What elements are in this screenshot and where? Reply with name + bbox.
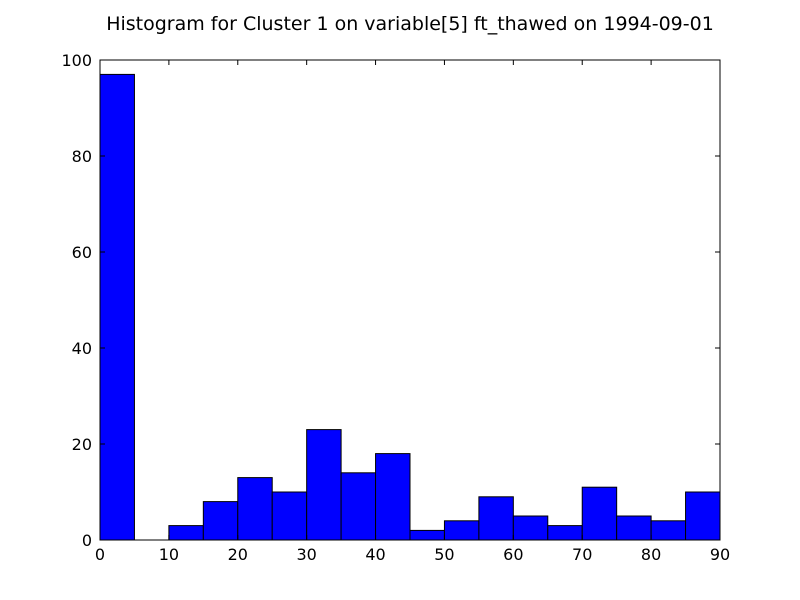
x-tick-label: 0 [95, 545, 105, 564]
histogram-bar [650, 520, 687, 541]
x-tick-label: 70 [572, 545, 592, 564]
y-tick-label: 80 [72, 147, 92, 166]
y-tick-labels: 0 20 40 60 80 100 [61, 51, 92, 550]
plot-frame [99, 59, 721, 541]
x-tick-labels: 0 10 20 30 40 50 60 70 80 90 [95, 545, 730, 564]
x-tick-label: 60 [503, 545, 523, 564]
histogram-bar [237, 477, 273, 541]
histogram-bar [99, 73, 135, 541]
histogram-bar [478, 496, 514, 541]
histogram-bar [306, 429, 342, 541]
histogram-bar [340, 472, 377, 541]
x-tick-label: 10 [159, 545, 179, 564]
y-tick-label: 0 [82, 531, 92, 550]
histogram-bar [616, 515, 652, 541]
x-tick-label: 50 [434, 545, 454, 564]
histogram-bar [202, 501, 239, 541]
x-tick-label: 30 [296, 545, 316, 564]
y-tick-label: 100 [61, 51, 92, 70]
histogram-bar [271, 491, 308, 541]
bars-group [99, 73, 721, 541]
chart-title: Histogram for Cluster 1 on variable[5] f… [106, 13, 714, 35]
y-tick-label: 60 [72, 243, 92, 262]
histogram-bar [375, 453, 411, 541]
x-tick-label: 90 [710, 545, 730, 564]
histogram-bar [547, 525, 583, 541]
x-tick-label: 80 [641, 545, 661, 564]
histogram-bar [685, 491, 721, 541]
histogram-bar [581, 486, 618, 541]
y-tick-label: 40 [72, 339, 92, 358]
histogram-bar [443, 520, 480, 541]
x-tick-label: 40 [365, 545, 385, 564]
histogram-bar [168, 525, 204, 541]
y-tick-label: 20 [72, 435, 92, 454]
histogram-bar [512, 515, 549, 541]
x-tick-label: 20 [228, 545, 248, 564]
histogram-bar [409, 529, 445, 541]
